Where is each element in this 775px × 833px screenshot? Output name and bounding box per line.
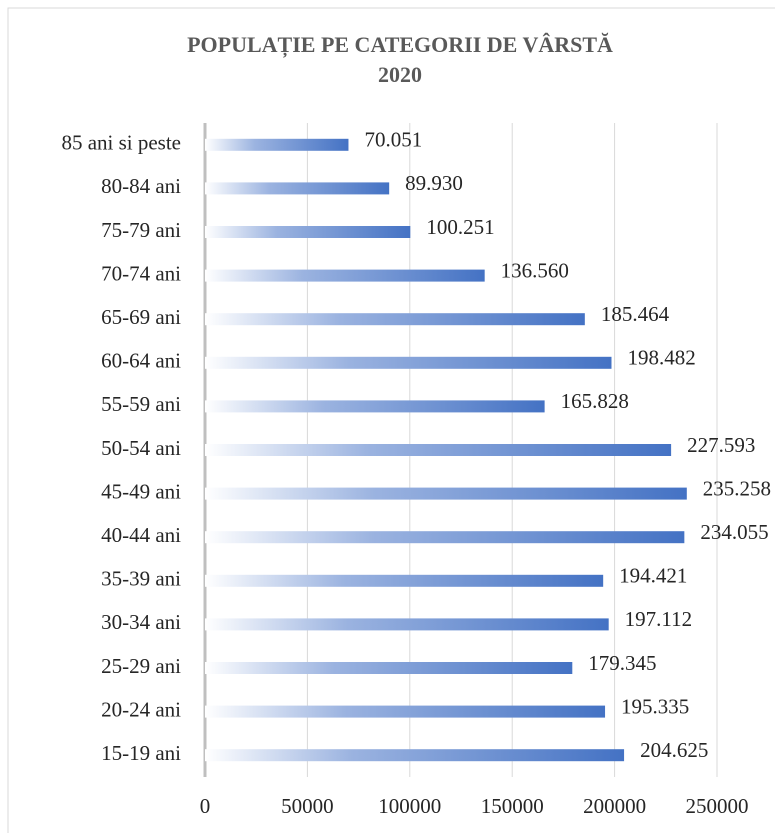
bar [205, 269, 485, 282]
data-label: 197.112 [625, 607, 692, 631]
bar [205, 356, 612, 369]
data-label: 70.051 [364, 128, 422, 152]
bar [205, 705, 606, 718]
data-label: 165.828 [561, 389, 629, 413]
y-tick-label: 15-19 ani [101, 741, 181, 765]
data-label: 89.930 [405, 171, 463, 195]
data-label: 234.055 [700, 520, 768, 544]
x-tick-label: 50000 [281, 794, 334, 818]
chart-frame [7, 7, 775, 833]
y-tick-label: 50-54 ani [101, 436, 181, 460]
data-label: 100.251 [426, 215, 494, 239]
x-tick-label: 200000 [583, 794, 646, 818]
bar [205, 749, 625, 762]
y-tick-label: 40-44 ani [101, 523, 181, 547]
x-tick-label: 250000 [686, 794, 749, 818]
bar [205, 313, 585, 326]
y-tick-label: 60-64 ani [101, 349, 181, 373]
data-label: 195.335 [621, 694, 689, 718]
y-tick-label: 25-29 ani [101, 654, 181, 678]
y-tick-label: 80-84 ani [101, 174, 181, 198]
bar [205, 444, 672, 456]
bar [205, 531, 685, 544]
chart-title: 2020 [378, 62, 422, 87]
y-tick-label: 35-39 ani [101, 567, 181, 591]
data-label: 136.560 [501, 258, 569, 282]
y-tick-label: 85 ani si peste [61, 131, 181, 155]
data-label: 194.421 [619, 564, 687, 588]
data-label: 185.464 [601, 302, 670, 326]
x-tick-label: 150000 [481, 794, 544, 818]
x-tick-label: 100000 [378, 794, 441, 818]
bar [205, 487, 687, 500]
y-tick-label: 45-49 ani [101, 479, 181, 503]
y-tick-label: 65-69 ani [101, 305, 181, 329]
bar [205, 182, 390, 195]
y-tick-label: 55-59 ani [101, 392, 181, 416]
data-label: 198.482 [627, 346, 695, 370]
data-label: 204.625 [640, 738, 708, 762]
y-tick-label: 70-74 ani [101, 261, 181, 285]
y-tick-label: 30-34 ani [101, 610, 181, 634]
chart-title: POPULAȚIE PE CATEGORII DE VÂRSTĂ [187, 32, 613, 58]
data-label: 227.593 [687, 433, 755, 457]
bar [205, 138, 349, 151]
data-label: 179.345 [588, 651, 656, 675]
bar [205, 618, 609, 631]
bar [205, 400, 545, 413]
bar [205, 226, 411, 238]
data-label: 235.258 [703, 476, 771, 500]
y-tick-label: 20-24 ani [101, 697, 181, 721]
x-tick-label: 0 [200, 794, 211, 818]
bar [205, 662, 573, 674]
bar [205, 574, 604, 587]
y-tick-label: 75-79 ani [101, 218, 181, 242]
